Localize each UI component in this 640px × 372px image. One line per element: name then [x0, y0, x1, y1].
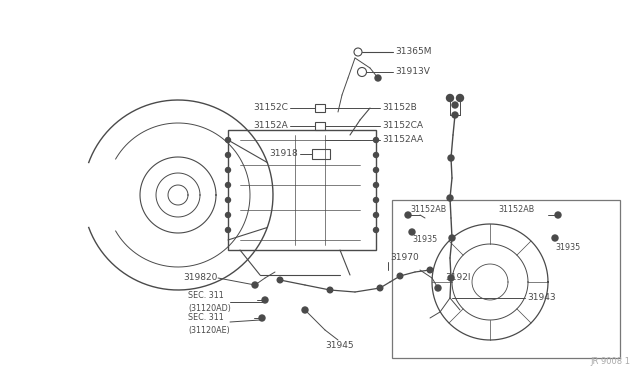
Circle shape [225, 138, 230, 142]
Circle shape [375, 75, 381, 81]
Text: 31152B: 31152B [382, 103, 417, 112]
Text: 31943: 31943 [527, 294, 556, 302]
Text: 31152A: 31152A [253, 122, 288, 131]
Text: 31152AB: 31152AB [410, 205, 446, 215]
Bar [315, 104, 325, 112]
Bar [228, 130, 376, 250]
Circle shape [555, 212, 561, 218]
Text: 31918: 31918 [269, 150, 298, 158]
Bar [392, 200, 620, 358]
Bar [315, 122, 325, 130]
Circle shape [259, 315, 265, 321]
Text: 31152CA: 31152CA [382, 122, 423, 131]
Text: 31935: 31935 [555, 244, 580, 253]
Circle shape [225, 228, 230, 232]
Circle shape [374, 198, 378, 202]
Circle shape [225, 198, 230, 202]
Circle shape [447, 195, 453, 201]
Circle shape [374, 212, 378, 218]
Circle shape [397, 273, 403, 279]
Text: (31120AE): (31120AE) [188, 326, 230, 334]
Circle shape [302, 307, 308, 313]
Circle shape [428, 267, 433, 273]
Text: 319820: 319820 [184, 273, 218, 282]
Circle shape [262, 297, 268, 303]
Circle shape [452, 112, 458, 118]
Circle shape [225, 167, 230, 173]
Text: SEC. 311: SEC. 311 [188, 292, 224, 301]
Circle shape [409, 229, 415, 235]
Circle shape [374, 138, 378, 142]
Circle shape [225, 212, 230, 218]
Text: 31913V: 31913V [395, 67, 430, 77]
Circle shape [449, 235, 455, 241]
Text: 31935: 31935 [412, 235, 437, 244]
Text: 3192l: 3192l [445, 273, 470, 282]
Text: JR 9008 1: JR 9008 1 [590, 357, 630, 366]
Circle shape [374, 153, 378, 157]
Circle shape [225, 183, 230, 187]
Text: 31152C: 31152C [253, 103, 288, 112]
Text: 31945: 31945 [325, 340, 354, 350]
Circle shape [277, 277, 283, 283]
Circle shape [435, 285, 441, 291]
Circle shape [452, 102, 458, 108]
Circle shape [377, 285, 383, 291]
Circle shape [374, 167, 378, 173]
Circle shape [552, 235, 558, 241]
Circle shape [374, 228, 378, 232]
Circle shape [374, 183, 378, 187]
Circle shape [252, 282, 258, 288]
Text: 31970: 31970 [390, 253, 419, 263]
Circle shape [405, 212, 411, 218]
Circle shape [225, 153, 230, 157]
Circle shape [456, 94, 463, 102]
Text: 31365M: 31365M [395, 48, 431, 57]
Circle shape [448, 155, 454, 161]
Text: SEC. 311: SEC. 311 [188, 314, 224, 323]
Bar [312, 149, 330, 159]
Circle shape [447, 94, 454, 102]
Text: 31152AB: 31152AB [499, 205, 535, 215]
Text: (31120AD): (31120AD) [188, 304, 231, 312]
Text: 31152AA: 31152AA [382, 135, 423, 144]
Circle shape [448, 275, 454, 281]
Circle shape [327, 287, 333, 293]
